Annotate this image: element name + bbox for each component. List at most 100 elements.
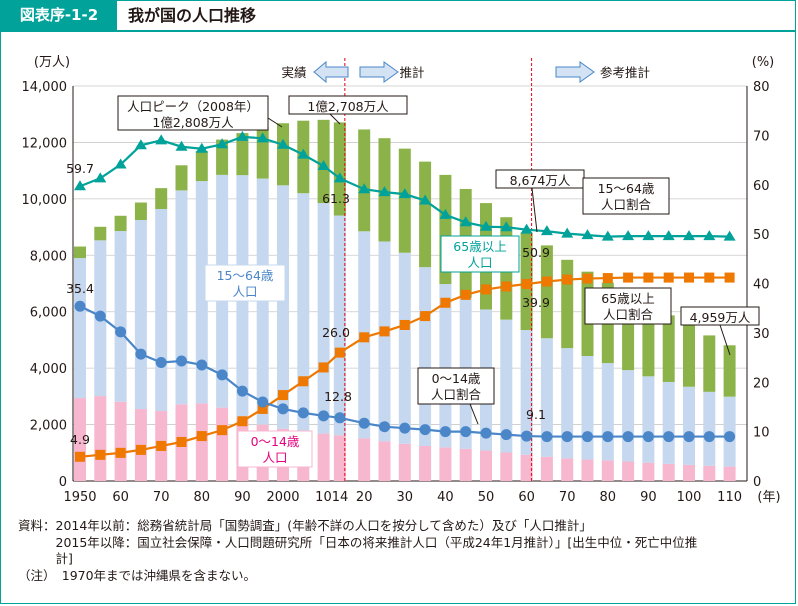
circle-marker: [74, 300, 86, 312]
circle-marker: [460, 426, 472, 438]
bar: [378, 241, 391, 442]
x-tick: 30: [397, 490, 414, 505]
triangle-marker: [317, 159, 330, 170]
square-marker: [420, 311, 431, 322]
annotation-65-ratio-text: 人口割合: [603, 307, 654, 322]
circle-marker: [683, 431, 695, 443]
y-tick-right: 50: [753, 228, 770, 243]
triangle-marker: [277, 138, 289, 149]
bar: [317, 203, 330, 434]
bar: [601, 460, 614, 481]
bar: [581, 459, 594, 481]
y-tick-right: 70: [753, 129, 770, 144]
y-tick-left: 12,000: [22, 136, 68, 151]
triangle-marker: [601, 230, 614, 241]
annotation-65-ratio-box: [584, 287, 672, 325]
square-marker: [75, 451, 85, 462]
triangle-marker: [195, 142, 208, 153]
bar: [723, 345, 736, 397]
y-tick-left: 8,000: [30, 249, 67, 264]
circle-marker: [521, 430, 533, 442]
bar: [601, 363, 614, 461]
bar: [358, 129, 371, 232]
annotation-1564-pop-box: [204, 264, 286, 302]
bar: [155, 209, 168, 412]
circle-marker: [94, 310, 106, 322]
bar: [419, 161, 432, 268]
circle-marker: [318, 410, 330, 422]
bar: [236, 133, 249, 176]
triangle-marker: [540, 225, 553, 236]
square-marker: [318, 362, 329, 373]
bar: [195, 150, 208, 182]
square-marker: [95, 449, 106, 460]
note-caveat: （注） 1970年までは沖縄県を含まない。: [18, 567, 257, 583]
bar: [662, 381, 675, 464]
square-marker: [704, 272, 715, 283]
population-chart: 0 2,000 4,000 6,000 8,000 10,000 12,000 14,000 0…: [22, 55, 781, 505]
circle-marker: [602, 431, 614, 443]
bar: [642, 462, 655, 481]
square-marker: [684, 272, 694, 283]
triangle-marker: [703, 230, 716, 241]
triangle-marker: [175, 140, 188, 151]
value-label: 61.3: [322, 191, 350, 206]
x-tick: 60: [112, 490, 129, 505]
triangle-marker: [216, 138, 229, 149]
circle-marker: [135, 348, 147, 360]
bar: [622, 370, 635, 462]
annotation-014-ratio-text: 人口割合: [431, 387, 482, 402]
annotation-pop2060-text: 8,674万人: [510, 173, 571, 188]
square-marker: [501, 281, 512, 292]
annotation-1564-ratio-box: [582, 177, 670, 215]
triangle-marker: [561, 227, 574, 238]
annotation-014-ratio-box: [417, 367, 495, 405]
bar: [500, 452, 513, 481]
annotation-peak-text: 人口ピーク（2008年）: [127, 99, 259, 114]
triangle-marker: [419, 194, 432, 205]
y-tick-right: 80: [753, 80, 770, 95]
bar: [378, 441, 391, 481]
circle-marker: [236, 385, 248, 397]
y-tick-left: 2,000: [30, 419, 67, 434]
bar: [480, 450, 492, 481]
bar: [520, 330, 533, 455]
arrow-actual: [313, 60, 349, 84]
x-tick: 1014: [315, 490, 348, 505]
bar: [333, 435, 346, 481]
circle-marker: [541, 431, 553, 443]
square-marker: [623, 272, 634, 283]
bar: [581, 356, 594, 460]
value-label: 35.4: [66, 281, 94, 296]
circle-marker: [334, 412, 346, 424]
square-marker: [217, 425, 228, 436]
arrow-label-estimate: 推計: [399, 65, 424, 80]
bar: [622, 461, 635, 481]
bar: [277, 185, 289, 429]
square-marker: [481, 284, 491, 295]
bar: [216, 139, 229, 175]
square-marker: [643, 272, 654, 283]
bar: [114, 231, 127, 402]
square-marker: [156, 440, 167, 451]
circle-marker: [480, 427, 492, 439]
circle-marker: [399, 422, 411, 434]
circle-marker: [663, 431, 675, 443]
triangle-marker: [439, 208, 452, 219]
bar: [520, 454, 533, 481]
annotation-peak-text: 1億2,808万人: [152, 115, 234, 130]
value-label: 4.9: [70, 432, 90, 447]
note-source-1: 資料：2014年以前：総務省統計局「国勢調査」(年齢不詳の人口を按分して含めた）…: [18, 518, 592, 533]
bar: [94, 396, 107, 481]
bar: [216, 407, 229, 481]
bar: [683, 325, 695, 387]
annotation-014-pop-text: 0～14歳: [251, 434, 300, 449]
annotation-pop2014-text: 1億2,708万人: [307, 99, 389, 114]
square-marker: [257, 403, 268, 414]
x-tick: 60: [518, 490, 535, 505]
square-marker: [176, 436, 187, 447]
arrow-label-reference: 参考推計: [600, 65, 650, 80]
circle-marker: [358, 417, 370, 429]
value-label: 9.1: [526, 407, 546, 422]
square-marker: [602, 273, 613, 284]
